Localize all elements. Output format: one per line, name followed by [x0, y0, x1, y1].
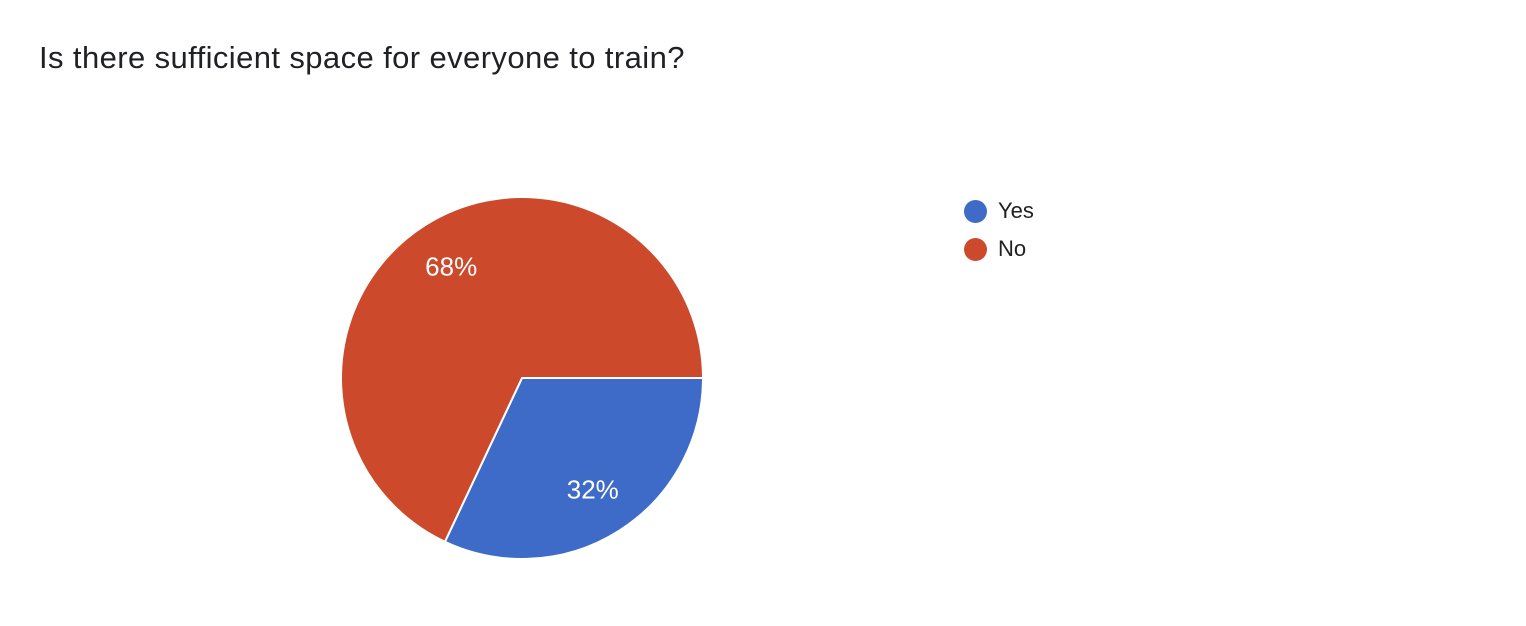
slice-label-yes: 32% [567, 475, 619, 505]
legend-item-no: No [964, 237, 1034, 261]
legend-label-yes: Yes [998, 198, 1034, 223]
legend-item-yes: Yes [964, 199, 1034, 223]
legend-label-no: No [998, 236, 1027, 261]
slice-label-no: 68% [425, 251, 477, 281]
pie-slice-no[interactable] [340, 196, 705, 544]
pie-slice-yes[interactable] [443, 377, 705, 560]
question-title: Is there sufficient space for everyone t… [39, 40, 685, 75]
chart-legend: Yes No [964, 199, 1034, 275]
legend-marker-no-icon [964, 237, 987, 261]
legend-marker-yes-icon [964, 199, 987, 223]
